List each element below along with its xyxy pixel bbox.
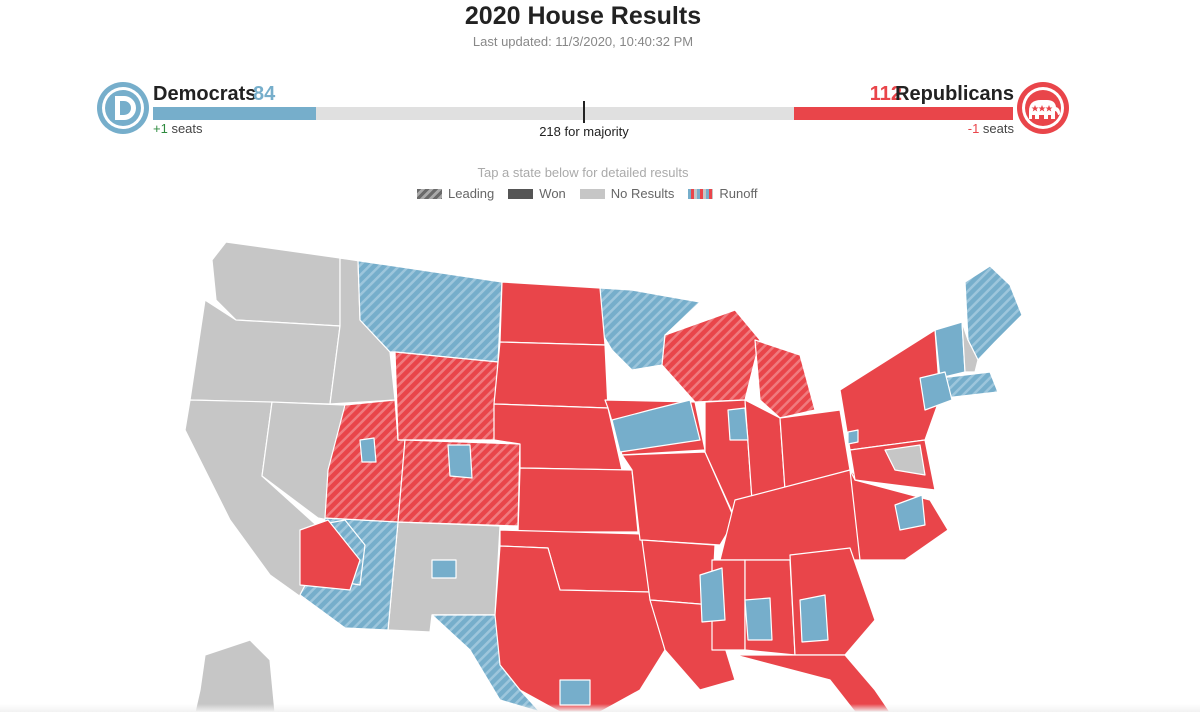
state-al-dem[interactable] bbox=[744, 597, 773, 641]
seat-bar-republicans bbox=[794, 107, 1013, 120]
legend-no-results: No Results bbox=[579, 186, 675, 201]
state-ohio-dem[interactable] bbox=[847, 429, 859, 445]
state-ga-dem[interactable] bbox=[799, 594, 829, 643]
tap-instruction: Tap a state below for detailed results bbox=[477, 165, 689, 180]
state-wyoming[interactable] bbox=[394, 351, 499, 441]
state-co-dem[interactable] bbox=[447, 444, 473, 479]
legend-runoff: Runoff bbox=[688, 186, 757, 201]
leading-swatch bbox=[417, 188, 442, 199]
state-alaska[interactable] bbox=[194, 639, 276, 712]
democrats-change-suffix: seats bbox=[167, 121, 203, 136]
us-house-map[interactable] bbox=[0, 210, 1200, 712]
republicans-seat-count: 112 bbox=[869, 83, 902, 105]
state-new-hampshire[interactable] bbox=[961, 321, 979, 373]
legend-leading-label: Leading bbox=[448, 186, 495, 201]
elephant-icon bbox=[1017, 82, 1069, 134]
legend-runoff-label: Runoff bbox=[719, 186, 758, 201]
republicans-change-value: -1 bbox=[967, 121, 980, 136]
majority-label: 218 for majority bbox=[539, 124, 629, 139]
legend-won-label: Won bbox=[539, 186, 566, 201]
state-texas-west[interactable] bbox=[431, 614, 541, 712]
state-az-rep[interactable] bbox=[299, 519, 361, 591]
runoff-swatch bbox=[688, 188, 714, 199]
legend-no-results-label: No Results bbox=[610, 186, 675, 201]
majority-marker bbox=[583, 101, 585, 123]
state-nc-dem[interactable] bbox=[894, 494, 926, 531]
state-tx-dem[interactable] bbox=[559, 679, 591, 706]
state-north-dakota[interactable] bbox=[499, 281, 606, 346]
republicans-change-suffix: seats bbox=[979, 121, 1014, 136]
state-ut-dem[interactable] bbox=[359, 437, 377, 463]
legend-won: Won bbox=[508, 186, 566, 201]
state-nevada[interactable] bbox=[261, 401, 346, 521]
page-title: 2020 House Results bbox=[464, 2, 702, 30]
last-updated: Last updated: 11/3/2020, 10:40:32 PM bbox=[472, 34, 694, 49]
state-maryland-dc[interactable] bbox=[884, 444, 926, 476]
no-results-swatch bbox=[579, 188, 605, 199]
democrats-label: Democrats bbox=[153, 83, 257, 105]
democrats-change-value: +1 bbox=[153, 121, 168, 136]
state-nm-dem[interactable] bbox=[431, 559, 457, 579]
democrats-seat-count: 84 bbox=[253, 83, 276, 105]
state-il-dem[interactable] bbox=[727, 407, 749, 441]
bottom-shadow bbox=[0, 704, 1200, 712]
seat-bar-democrats bbox=[153, 107, 316, 120]
democrats-seat-change: +1 seats bbox=[153, 121, 203, 136]
republicans-label: Republicans bbox=[895, 83, 1014, 105]
map-legend: Leading Won No Results Runoff bbox=[417, 186, 757, 201]
state-mississippi-dem[interactable] bbox=[699, 567, 726, 623]
won-swatch bbox=[508, 188, 534, 199]
state-florida[interactable] bbox=[734, 654, 891, 712]
republicans-seat-change: -1 seats bbox=[968, 121, 1014, 136]
democrat-logo-icon bbox=[97, 82, 149, 134]
state-michigan[interactable] bbox=[754, 339, 816, 419]
state-maine[interactable] bbox=[964, 265, 1023, 361]
state-new-england-west[interactable] bbox=[934, 321, 966, 379]
legend-leading: Leading bbox=[417, 186, 494, 201]
state-south-dakota[interactable] bbox=[493, 341, 609, 409]
state-kansas[interactable] bbox=[517, 467, 639, 533]
state-washington[interactable] bbox=[211, 241, 341, 327]
state-new-york-dem[interactable] bbox=[919, 371, 953, 411]
state-iowa-dem[interactable] bbox=[611, 399, 701, 453]
